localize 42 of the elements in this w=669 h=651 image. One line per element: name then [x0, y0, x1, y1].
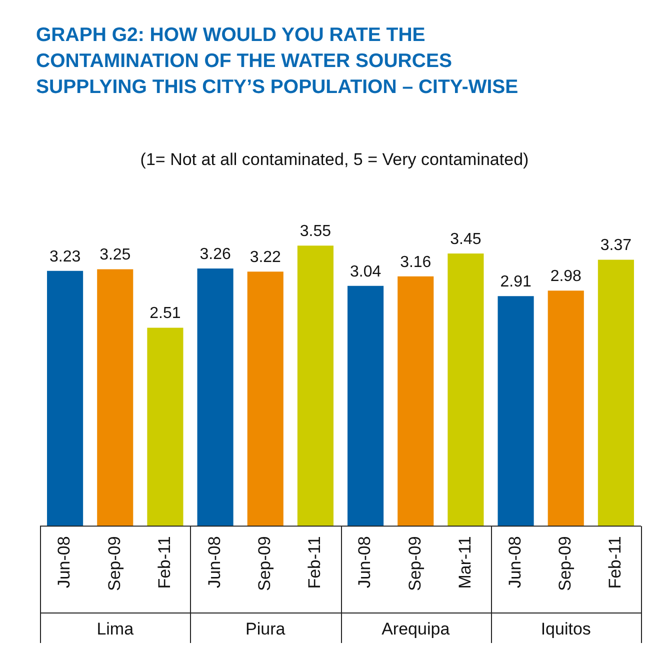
- data-label: 3.55: [300, 222, 332, 240]
- bar: [598, 260, 634, 526]
- x-tick-label: Mar-11: [455, 536, 474, 589]
- bar: [47, 270, 84, 526]
- bar: [498, 296, 534, 526]
- text: Piura: [246, 620, 286, 639]
- chart-title: GRAPH G2: HOW WOULD YOU RATE THE CONTAMINATION OF THE WATER SOURCES SUPPLYING THIS CITY’S POPULATION – CITY-WISE: [36, 23, 520, 100]
- chart-subtitle: (1= Not at all contaminated, 5 = Very contaminated): [139, 150, 530, 170]
- x-tick-label: Sep-09: [556, 536, 575, 592]
- bar: [398, 276, 434, 526]
- bar: [297, 246, 334, 526]
- bar: [97, 269, 134, 526]
- data-label: 3.04: [350, 263, 382, 280]
- x-tick-label: Sep-09: [405, 536, 424, 592]
- x-tick-label: Feb-11: [154, 536, 174, 589]
- bar: [247, 272, 284, 526]
- text: Lima: [96, 620, 134, 639]
- x-tick-label: Jun-08: [204, 536, 224, 588]
- data-label: 3.16: [400, 254, 432, 271]
- data-label: 2.51: [150, 305, 181, 322]
- x-tick-label: Feb-11: [305, 536, 324, 589]
- x-tick-label: Sep-09: [104, 536, 124, 592]
- data-label: 2.91: [500, 274, 532, 291]
- text: Iquitos: [540, 620, 591, 639]
- x-tick-label: Feb-11: [606, 536, 625, 589]
- data-label: 3.25: [100, 246, 131, 264]
- bar: [197, 268, 234, 526]
- data-label: 3.23: [49, 248, 81, 266]
- text: Arequipa: [382, 620, 450, 639]
- x-tick-label: Jun-08: [355, 536, 374, 588]
- bar: [548, 290, 584, 526]
- x-tick-label: Jun-08: [505, 536, 524, 588]
- data-label: 3.45: [450, 230, 482, 248]
- bar: [147, 328, 184, 526]
- data-label: 3.37: [600, 237, 632, 254]
- data-label: 3.22: [250, 249, 282, 266]
- x-tick-label: Sep-09: [255, 536, 274, 592]
- bar: [448, 253, 484, 526]
- bar: [348, 286, 384, 526]
- data-label: 3.26: [200, 246, 231, 263]
- data-label: 2.98: [550, 268, 582, 286]
- x-tick-label: Jun-08: [54, 536, 74, 588]
